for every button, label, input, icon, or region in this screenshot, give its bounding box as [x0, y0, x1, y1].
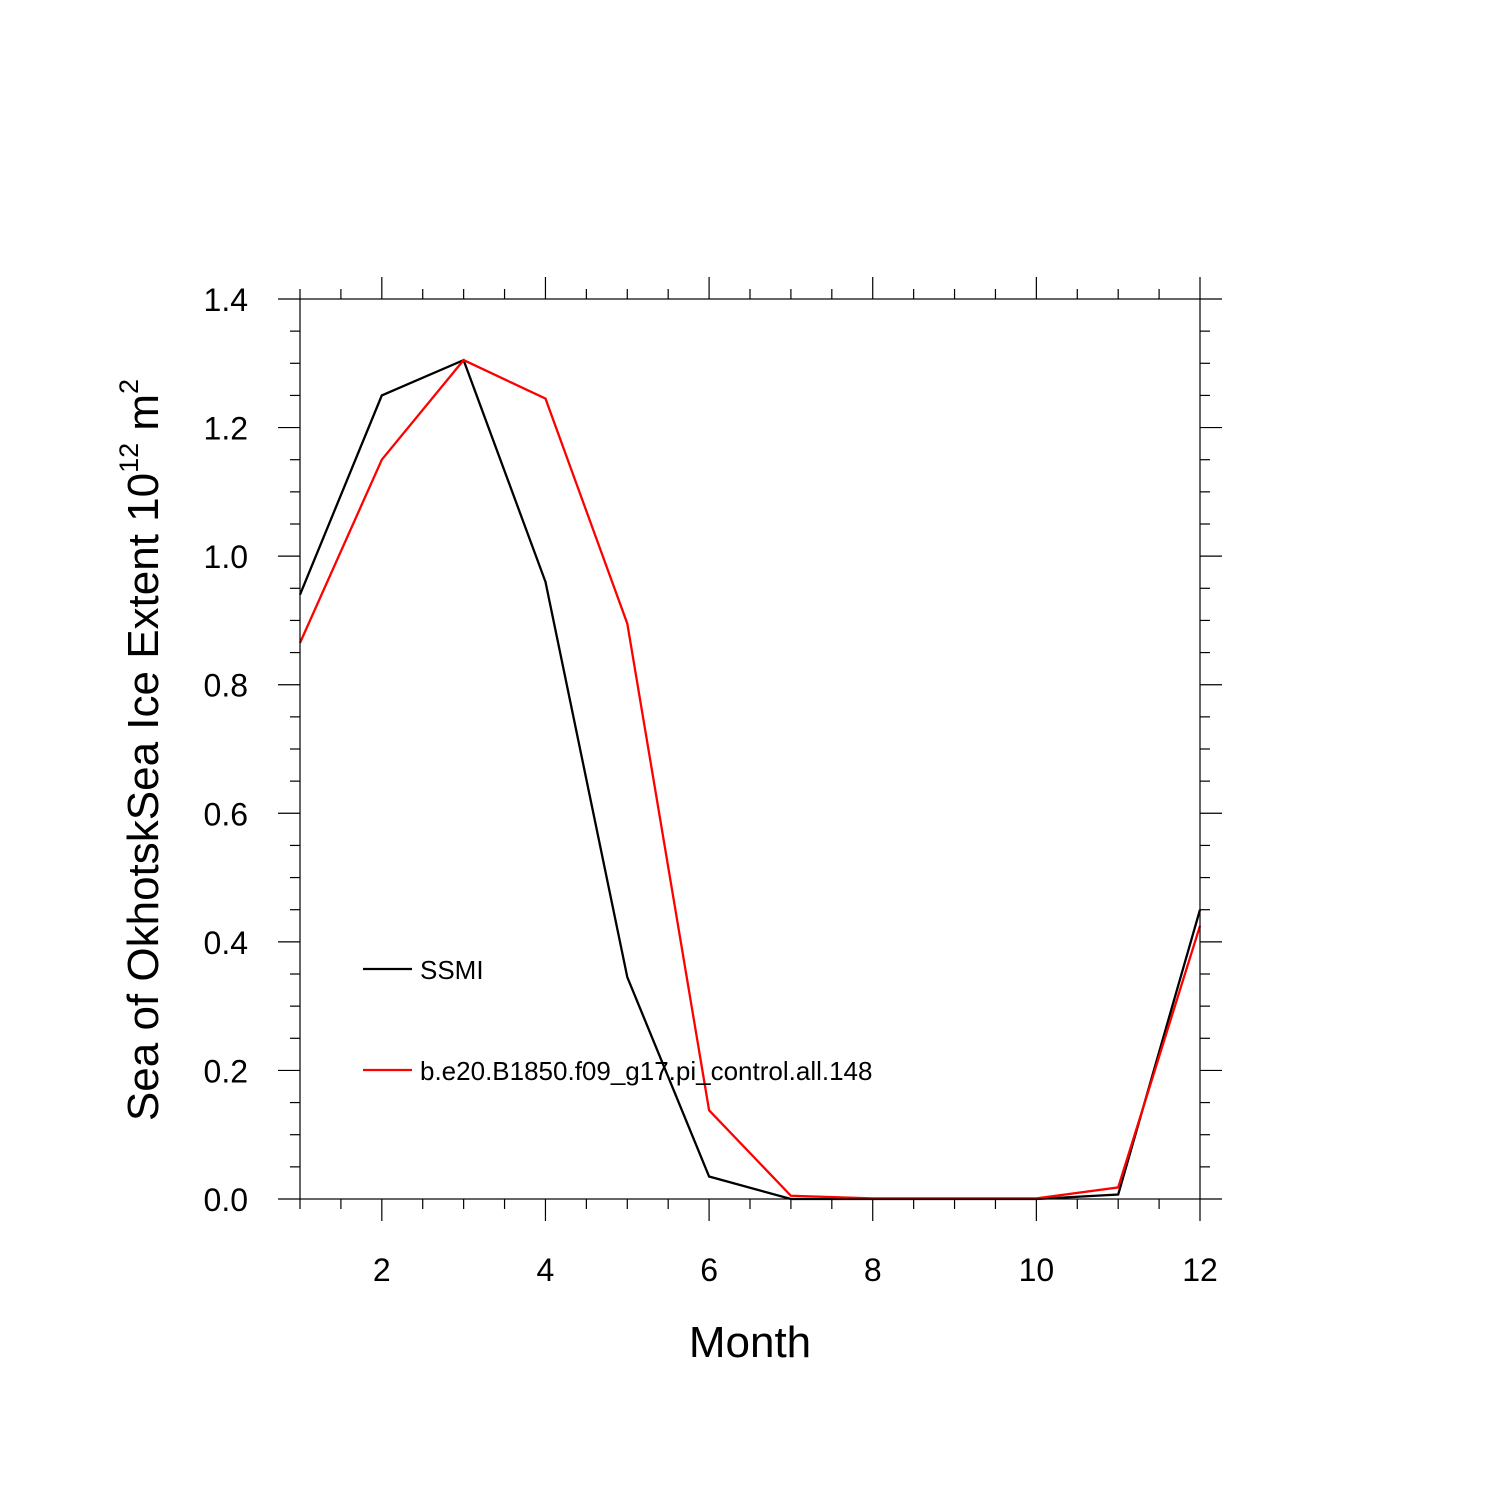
- axis-ticks: [278, 277, 1222, 1221]
- y-tick-label: 0.2: [204, 1053, 248, 1089]
- x-tick-label: 6: [700, 1252, 718, 1288]
- x-tick-label: 10: [1019, 1252, 1055, 1288]
- y-axis-title: Sea of OkhotskSea Ice Extent 1012 m2: [114, 379, 168, 1121]
- tick-labels: 2 4 6 8 10 12 0.0 0.2 0.4 0.6 0.8 1.0 1.2 1.4: [204, 282, 1218, 1288]
- series-line-model: [298, 358, 1202, 1200]
- y-tick-label: 0.6: [204, 796, 248, 832]
- x-tick-label: 2: [373, 1252, 391, 1288]
- y-axis-title-unit: m: [119, 394, 168, 443]
- y-tick-label: 0.8: [204, 668, 248, 704]
- x-tick-label: 4: [537, 1252, 555, 1288]
- y-axis-title-exponent: 12: [114, 443, 144, 473]
- legend: SSMI b.e20.B1850.f09_g17.pi_control.all.…: [363, 955, 872, 1086]
- series-line-ssmi: [298, 358, 1202, 1201]
- y-axis-title-main: Sea of OkhotskSea Ice Extent 10: [119, 473, 168, 1121]
- plot-frame: [299, 298, 1201, 1200]
- x-tick-label: 8: [864, 1252, 882, 1288]
- legend-label-ssmi: SSMI: [420, 955, 484, 985]
- y-tick-label: 0.4: [204, 925, 248, 961]
- x-tick-label: 12: [1182, 1252, 1218, 1288]
- y-tick-label: 1.2: [204, 411, 248, 447]
- y-axis-title-unit-exponent: 2: [114, 379, 144, 394]
- series-lines: [298, 358, 1202, 1201]
- x-axis-title: Month: [689, 1318, 811, 1367]
- y-tick-label: 0.0: [204, 1182, 248, 1218]
- y-tick-label: 1.0: [204, 539, 248, 575]
- y-tick-label: 1.4: [204, 282, 248, 318]
- legend-label-model: b.e20.B1850.f09_g17.pi_control.all.148: [420, 1056, 872, 1086]
